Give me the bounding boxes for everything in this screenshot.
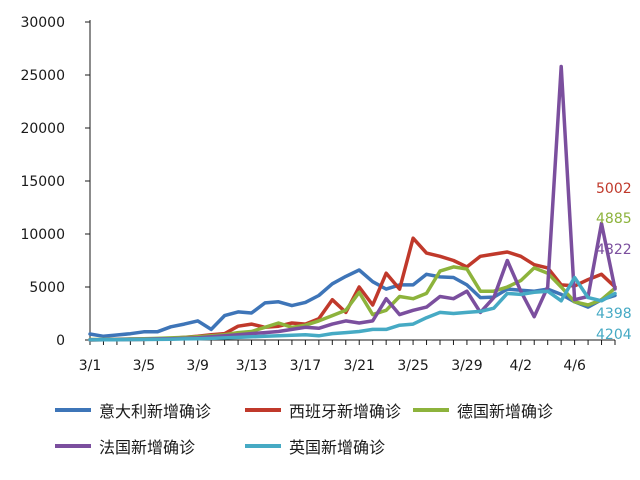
legend-label: 西班牙新增确诊 [289, 402, 402, 421]
y-tick-label: 20000 [20, 121, 65, 137]
y-axis-ticks: 0 5000 10000 15000 20000 25000 30000 [20, 15, 90, 349]
series-line-0 [88, 268, 617, 339]
legend-item: 法国新增确诊 [55, 434, 195, 458]
legend-item: 英国新增确诊 [245, 434, 385, 458]
legend-label: 法国新增确诊 [99, 438, 196, 457]
legend-item: 西班牙新增确诊 [245, 398, 401, 422]
end-label: 5002 [596, 181, 632, 197]
legend-swatch [245, 444, 281, 448]
legend-item: 德国新增确诊 [413, 398, 553, 422]
series-lines [88, 64, 617, 342]
x-tick-label: 3/21 [344, 358, 375, 374]
x-tick-label: 3/13 [236, 358, 267, 374]
legend-item: 意大利新增确诊 [55, 398, 211, 422]
x-tick-label: 4/2 [510, 358, 533, 374]
x-tick-label: 3/1 [79, 358, 102, 374]
x-tick-label: 3/29 [451, 358, 482, 374]
y-tick-label: 25000 [20, 68, 65, 84]
end-label: 4822 [596, 242, 632, 258]
y-tick-label: 0 [56, 333, 65, 349]
line-chart: 0 5000 10000 15000 20000 25000 30000 3/1 3/5 3/9… [20, 15, 632, 374]
y-tick-label: 30000 [20, 15, 65, 31]
x-tick-label: 3/9 [186, 358, 209, 374]
end-label: 4398 [596, 306, 632, 322]
x-tick-label: 3/5 [133, 358, 156, 374]
legend-label: 德国新增确诊 [457, 402, 554, 421]
x-tick-label: 3/25 [397, 358, 428, 374]
x-axis-ticks: 3/1 3/5 3/9 3/13 3/17 3/21 3/25 3/29 4/2 4/6 [79, 340, 616, 374]
legend-swatch [413, 408, 449, 412]
legend-label: 英国新增确诊 [289, 438, 386, 457]
x-tick-label: 4/6 [563, 358, 586, 374]
end-value-labels: 5002 4885 4822 4398 4204 [596, 181, 632, 343]
legend-label: 意大利新增确诊 [99, 402, 212, 421]
x-tick-label: 3/17 [290, 358, 321, 374]
legend-swatch [55, 444, 91, 448]
series-line-4 [88, 275, 617, 342]
legend-swatch [55, 408, 91, 412]
y-tick-label: 15000 [20, 174, 65, 190]
y-tick-label: 5000 [29, 280, 65, 296]
y-tick-label: 10000 [20, 227, 65, 243]
series-line-1 [88, 236, 617, 342]
end-label: 4885 [596, 211, 632, 227]
end-label: 4204 [596, 327, 632, 343]
legend-swatch [245, 408, 281, 412]
